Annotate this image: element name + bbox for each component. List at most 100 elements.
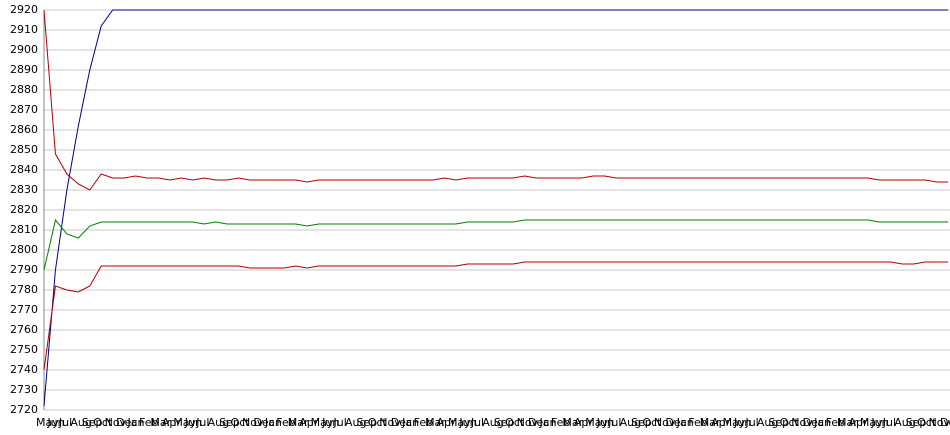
x-tick-label: Jan <box>538 416 556 429</box>
x-tick-label: Jan <box>676 416 694 429</box>
y-tick-label: 2870 <box>10 103 38 116</box>
series-line <box>43 261 948 371</box>
y-tick-label: 2850 <box>10 143 38 156</box>
x-tick-label: Mar <box>288 416 309 429</box>
x-tick-label: Jun <box>458 416 476 429</box>
x-tick-label: Apr <box>437 416 457 429</box>
y-tick-label: 2780 <box>10 283 38 296</box>
x-tick-label: Feb <box>551 416 570 429</box>
y-tick-label: 2830 <box>10 183 38 196</box>
series-line <box>43 9 948 407</box>
x-tick-label: Apr <box>848 416 868 429</box>
y-tick-label: 2750 <box>10 343 38 356</box>
x-tick-label: Aug <box>208 416 229 429</box>
x-tick-label: Oct <box>231 416 251 429</box>
y-tick-label: 2720 <box>10 403 38 416</box>
x-tick-label: Sep <box>631 416 652 429</box>
x-tick-label: Apr <box>162 416 182 429</box>
x-tick-label: Sep <box>356 416 377 429</box>
y-tick-label: 2740 <box>10 363 38 376</box>
y-tick-label: 2790 <box>10 263 38 276</box>
x-tick-label: Jan <box>264 416 282 429</box>
x-tick-label: Mar <box>837 416 858 429</box>
y-tick-label: 2910 <box>10 23 38 36</box>
y-tick-label: 2820 <box>10 203 38 216</box>
y-tick-label: 2900 <box>10 43 38 56</box>
x-tick-label: Jul <box>744 416 758 429</box>
x-tick-label: Feb <box>414 416 433 429</box>
x-tick-label: Jun <box>596 416 614 429</box>
x-tick-label: Oct <box>917 416 937 429</box>
x-tick-label: Dec <box>253 416 274 429</box>
x-tick-label: Nov <box>242 416 264 429</box>
x-tick-label: Oct <box>642 416 662 429</box>
x-tick-label: Jul <box>470 416 484 429</box>
x-tick-label: Jan <box>813 416 831 429</box>
x-tick-label: Jun <box>733 416 751 429</box>
x-tick-label: Nov <box>929 416 950 429</box>
y-tick-label: 2890 <box>10 63 38 76</box>
x-tick-label: May <box>860 416 883 429</box>
x-tick-label: May <box>173 416 196 429</box>
x-tick-label: Aug <box>757 416 778 429</box>
x-tick-label: Feb <box>276 416 295 429</box>
x-tick-label: Sep <box>82 416 103 429</box>
x-tick-label: Jun <box>184 416 202 429</box>
x-tick-label: Dec <box>665 416 686 429</box>
x-tick-label: Feb <box>139 416 158 429</box>
y-tick-label: 2760 <box>10 323 38 336</box>
x-tick-label: Jan <box>401 416 419 429</box>
y-tick-label: 2810 <box>10 223 38 236</box>
x-tick-label: Sep <box>494 416 515 429</box>
x-tick-label: Apr <box>299 416 319 429</box>
x-tick-label: Jun <box>870 416 888 429</box>
x-tick-label: Mar <box>562 416 583 429</box>
y-tick-label: 2770 <box>10 303 38 316</box>
x-tick-label: Oct <box>93 416 113 429</box>
x-tick-label: Jan <box>127 416 145 429</box>
x-tick-label: Mar <box>150 416 171 429</box>
x-tick-label: Sep <box>906 416 927 429</box>
x-tick-label: Dec <box>803 416 824 429</box>
series-line <box>43 218 948 271</box>
x-tick-label: Feb <box>688 416 707 429</box>
x-tick-label: Feb <box>826 416 845 429</box>
x-tick-label: Dec <box>391 416 412 429</box>
x-tick-label: Dec <box>528 416 549 429</box>
x-tick-label: Mar <box>425 416 446 429</box>
x-tick-label: Apr <box>711 416 731 429</box>
x-tick-label: Nov <box>105 416 127 429</box>
y-tick-label: 2920 <box>10 3 38 16</box>
x-tick-label: Jul <box>607 416 621 429</box>
x-tick-label: May <box>36 416 59 429</box>
x-tick-label: Sep <box>219 416 240 429</box>
x-tick-label: May <box>585 416 608 429</box>
x-tick-label: Jul <box>882 416 896 429</box>
x-tick-label: Nov <box>791 416 813 429</box>
x-tick-label: Jul <box>333 416 347 429</box>
series-line <box>43 9 948 191</box>
x-tick-label: Jul <box>195 416 209 429</box>
x-tick-label: Mar <box>700 416 721 429</box>
x-tick-label: May <box>723 416 746 429</box>
x-tick-label: Apr <box>574 416 594 429</box>
x-tick-label: Aug <box>894 416 915 429</box>
x-tick-label: Aug <box>345 416 366 429</box>
y-tick-label: 2860 <box>10 123 38 136</box>
y-tick-label: 2800 <box>10 243 38 256</box>
x-tick-label: May <box>311 416 334 429</box>
y-tick-label: 2730 <box>10 383 38 396</box>
x-tick-label: Aug <box>70 416 91 429</box>
y-tick-label: 2880 <box>10 83 38 96</box>
x-tick-label: Nov <box>379 416 401 429</box>
x-tick-label: Jul <box>58 416 72 429</box>
x-tick-label: Nov <box>517 416 539 429</box>
x-tick-label: Aug <box>482 416 503 429</box>
x-tick-label: Nov <box>654 416 676 429</box>
x-tick-label: Dec <box>116 416 137 429</box>
x-tick-label: Sep <box>768 416 789 429</box>
x-tick-label: Oct <box>780 416 800 429</box>
x-tick-label: Oct <box>368 416 388 429</box>
x-tick-label: Jun <box>46 416 64 429</box>
y-tick-label: 2840 <box>10 163 38 176</box>
